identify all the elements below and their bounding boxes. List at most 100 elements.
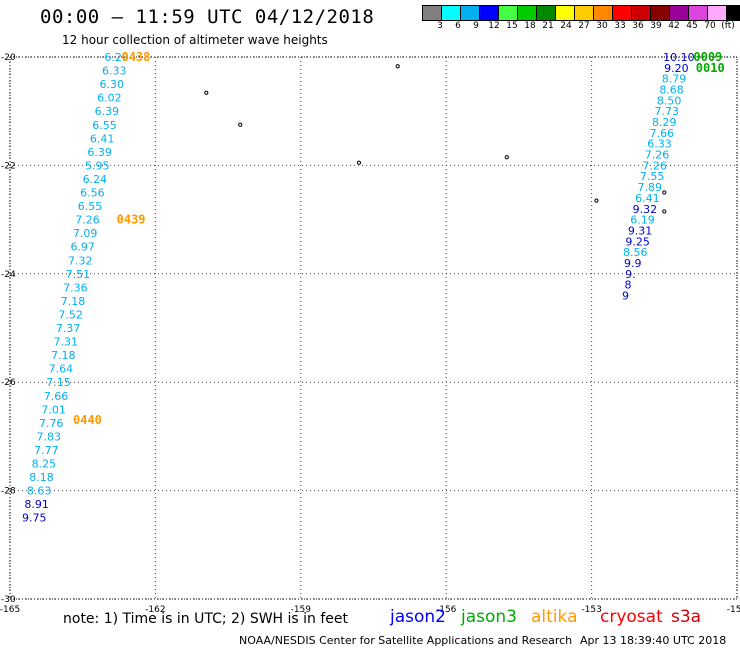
swh-value-label: 9.32 (633, 203, 658, 216)
legend-label: 18 (524, 21, 536, 31)
pass-time-label: 0440 (73, 413, 102, 427)
swh-value-label: 7.76 (39, 417, 64, 430)
island-outline (356, 160, 362, 165)
swh-value-label: 6.41 (90, 132, 115, 145)
data-labels: 6.296.336.306.026.396.556.416.395.956.24… (22, 51, 695, 525)
island-outline (504, 155, 509, 160)
swh-value-label: 9.31 (628, 224, 653, 237)
swh-value-label: 7.89 (638, 181, 663, 194)
swh-value-label: 6.30 (100, 78, 125, 91)
swh-value-label: 8.68 (659, 84, 684, 97)
swh-value-label: 7.51 (66, 268, 91, 281)
swh-value-label: 8.18 (29, 471, 54, 484)
legend-label: 9 (473, 21, 479, 31)
x-tick-label: -162 (145, 605, 165, 615)
swh-value-label: 5.95 (85, 159, 110, 172)
credit-text: NOAA/NESDIS Center for Satellite Applica… (239, 634, 573, 647)
swh-value-label: 7.15 (46, 376, 71, 389)
legend-swatch (650, 5, 670, 21)
legend-swatch (422, 5, 442, 21)
swh-value-label: 7.66 (44, 390, 69, 403)
color-legend (422, 5, 740, 21)
grid-layer (9, 56, 738, 600)
swh-value-label: 8.79 (662, 73, 687, 86)
satellite-jason3: jason3 (461, 607, 517, 627)
generation-timestamp: Apr 13 18:39:40 UTC 2018 (580, 634, 727, 647)
x-tick-label: -165 (0, 605, 20, 615)
island-outline (395, 64, 400, 69)
swh-value-label: 7.26 (75, 214, 100, 227)
swh-value-label: 7.26 (645, 149, 670, 162)
x-tick-label: -153 (581, 605, 601, 615)
y-tick-label: -24 (1, 270, 16, 280)
swh-value-label: 7.32 (68, 254, 93, 267)
axis-ticks: -165 -162 -159 -156 -153 -150 -20 -22 -24 -26 -28 -… (0, 53, 740, 615)
legend-swatch (631, 5, 651, 21)
legend-swatch (593, 5, 613, 21)
legend-label: 42 (668, 21, 680, 31)
swh-value-label: 7.66 (650, 127, 675, 140)
swh-value-label: 6.24 (83, 173, 108, 186)
plot-frame (9, 56, 738, 600)
swh-value-label: 6.39 (87, 146, 112, 159)
swh-value-label: 9.9 (624, 257, 642, 270)
legend-label: 27 (578, 21, 590, 31)
footer-note: note: 1) Time is in UTC; 2) SWH is in fe… (63, 611, 349, 627)
swh-value-label: 7.55 (640, 170, 665, 183)
swh-value-label: 6.19 (630, 214, 655, 227)
swh-value-label: 7.18 (61, 295, 86, 308)
swh-value-label: 6.55 (78, 200, 103, 213)
chart-title: 00:00 – 11:59 UTC 04/12/2018 (40, 6, 375, 28)
legend-swatch (707, 5, 727, 21)
legend-swatch (517, 5, 537, 21)
swh-value-label: 7.64 (49, 363, 74, 376)
y-tick-label: -28 (1, 487, 16, 497)
swh-value-label: 7.73 (654, 105, 679, 118)
legend-label: 70 (704, 21, 716, 31)
swh-value-label: 10.10 (663, 51, 695, 64)
legend-swatch (688, 5, 708, 21)
swh-value-label: 7.77 (34, 444, 59, 457)
legend-label: (ft) (721, 21, 735, 31)
legend-swatch (498, 5, 518, 21)
swh-value-label: 9.75 (22, 512, 47, 525)
legend-label: 33 (614, 21, 626, 31)
legend-label: 24 (560, 21, 572, 31)
legend-label: 3 (437, 21, 443, 31)
swh-value-label: 6.29 (104, 51, 129, 64)
legend-label: 21 (542, 21, 554, 31)
x-tick-label: -159 (291, 605, 312, 615)
swh-value-label: 8.29 (652, 116, 677, 129)
legend-swatch (669, 5, 689, 21)
island-outline (238, 122, 243, 127)
swh-value-label: 6.33 (102, 65, 127, 78)
legend-swatch (441, 5, 461, 21)
swh-value-label: 8.50 (657, 94, 682, 107)
island-outline (662, 190, 667, 195)
legend-swatch (479, 5, 499, 21)
y-tick-label: -22 (1, 161, 16, 171)
satellite-s3a: s3a (671, 607, 702, 627)
island-outline (204, 90, 209, 95)
swh-value-label: 9.20 (664, 62, 689, 75)
legend-swatch (612, 5, 632, 21)
legend-swatch (726, 5, 740, 21)
swh-value-label: 7.09 (73, 227, 98, 240)
swh-value-label: 6.55 (92, 119, 117, 132)
island-outline (662, 209, 667, 214)
swh-value-label: 9. (625, 268, 636, 281)
y-tick-label: -26 (1, 378, 16, 388)
legend-swatch (536, 5, 556, 21)
swh-value-label: 6.33 (647, 138, 672, 151)
swh-value-label: 6.41 (635, 192, 660, 205)
swh-value-label: 6.02 (97, 92, 122, 105)
pass-time-label: 0439 (117, 213, 146, 227)
satellite-altika: altika (531, 607, 578, 627)
pass-time-label: 0438 (121, 50, 150, 64)
swh-value-label: 6.39 (95, 105, 120, 118)
swh-value-label: 7.36 (63, 281, 88, 294)
legend-label: 39 (650, 21, 662, 31)
x-tick-label: -156 (436, 605, 457, 615)
swh-value-label: 8 (624, 279, 631, 292)
swh-value-label: 6.56 (80, 187, 105, 200)
